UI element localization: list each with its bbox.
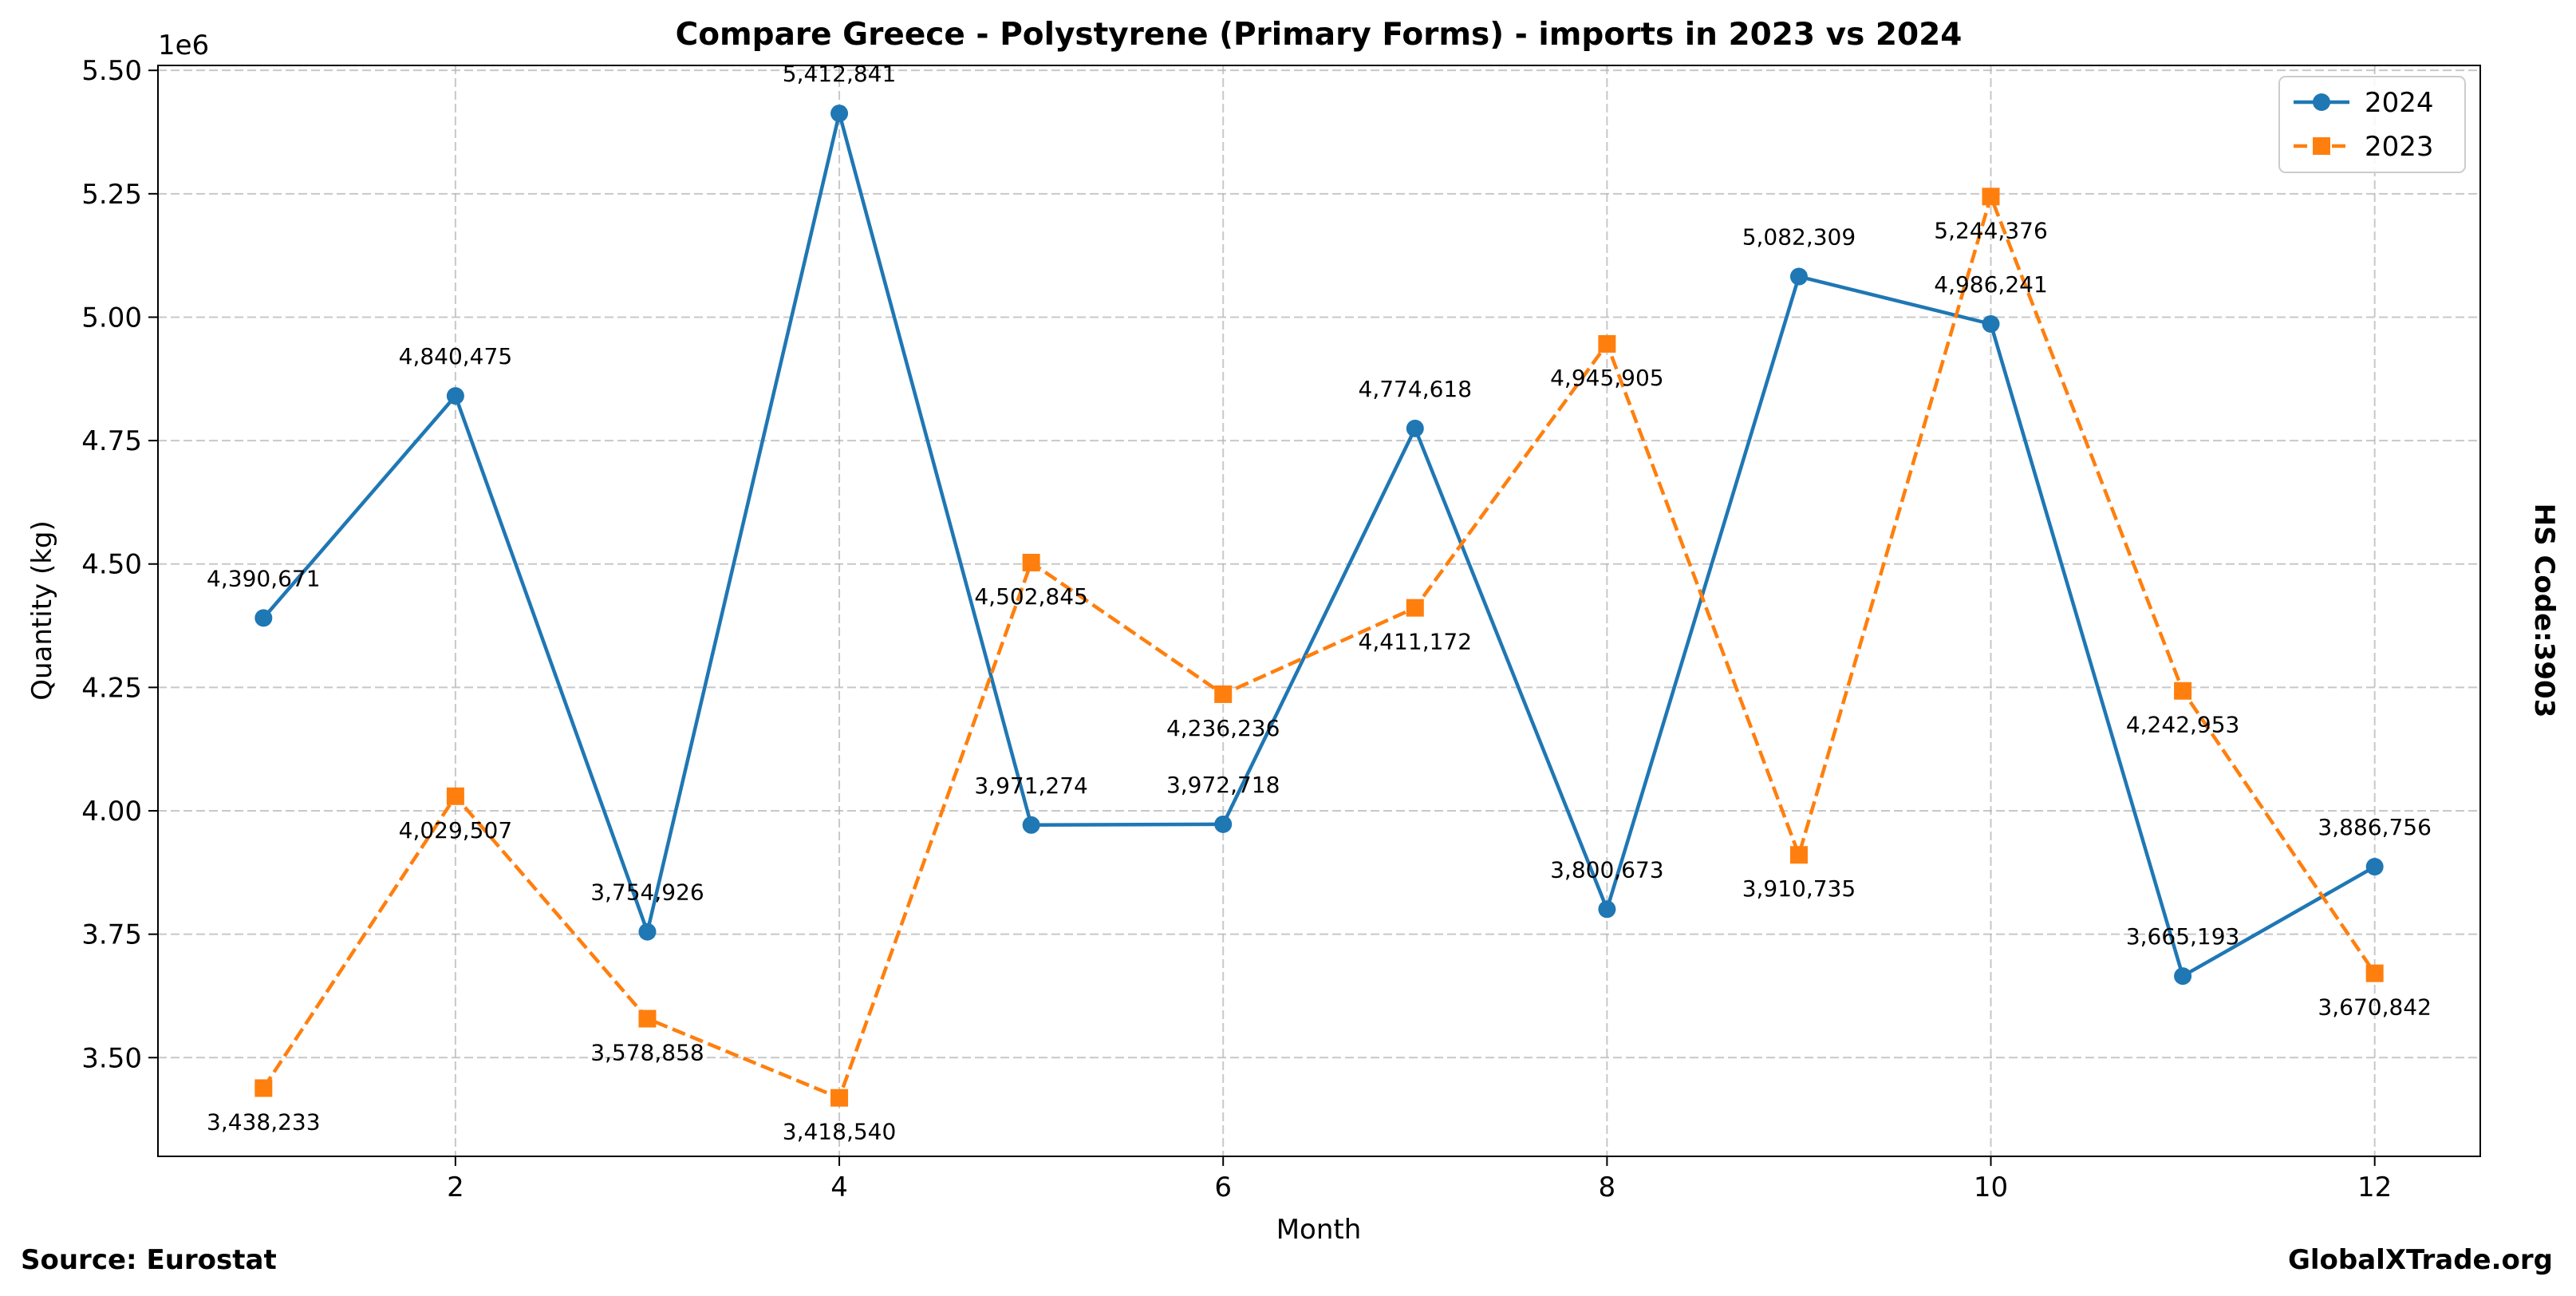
data-label-2023: 4,242,953 bbox=[2126, 712, 2240, 738]
legend: 2024 2023 bbox=[2278, 76, 2466, 173]
legend-marker-2024 bbox=[2313, 93, 2330, 111]
legend-label-2024: 2024 bbox=[2365, 87, 2434, 119]
point-2023 bbox=[1214, 685, 1233, 703]
point-2023 bbox=[2174, 682, 2192, 700]
series-line-2023 bbox=[262, 195, 2377, 1100]
legend-marker-2023 bbox=[2313, 137, 2330, 155]
x-tick-label: 12 bbox=[2357, 1172, 2392, 1203]
data-label-2023: 5,244,376 bbox=[1934, 217, 2048, 243]
data-label-2023: 4,502,845 bbox=[974, 583, 1088, 610]
point-2023 bbox=[1789, 846, 1808, 864]
y-tick-label: 3.75 bbox=[81, 919, 142, 951]
data-label-2024: 3,971,274 bbox=[974, 772, 1088, 799]
point-2023 bbox=[1406, 599, 1424, 617]
data-label-2024: 4,986,241 bbox=[1934, 271, 2048, 298]
point-2023 bbox=[2365, 964, 2384, 982]
data-label-2023: 4,029,507 bbox=[399, 817, 513, 844]
point-2023 bbox=[446, 787, 464, 805]
data-label-2024: 3,972,718 bbox=[1166, 772, 1280, 798]
y-tick-label: 4.00 bbox=[81, 796, 142, 828]
data-label-2024: 3,754,926 bbox=[590, 879, 704, 906]
point-2024 bbox=[254, 609, 273, 627]
point-2024 bbox=[1406, 419, 1424, 437]
point-2024 bbox=[638, 923, 657, 941]
y-tick-label: 5.50 bbox=[81, 55, 142, 87]
source-label: Source: Eurostat bbox=[21, 1244, 277, 1276]
data-label-2023: 4,411,172 bbox=[1359, 629, 1473, 655]
point-2023 bbox=[1598, 334, 1616, 353]
point-2024 bbox=[446, 387, 464, 405]
data-label-2024: 4,390,671 bbox=[207, 565, 321, 591]
point-2023 bbox=[1022, 553, 1040, 571]
point-2024 bbox=[1789, 267, 1808, 286]
y-tick-label: 4.25 bbox=[81, 672, 142, 704]
point-2024 bbox=[830, 105, 849, 123]
point-2024 bbox=[1214, 815, 1233, 833]
series-line-2024 bbox=[262, 111, 2376, 978]
x-tick-label: 2 bbox=[447, 1172, 464, 1203]
point-2024 bbox=[1022, 816, 1040, 834]
brand-label: GlobalXTrade.org bbox=[2288, 1244, 2553, 1276]
legend-label-2023: 2023 bbox=[2365, 131, 2434, 163]
point-2024 bbox=[2365, 858, 2384, 876]
data-label-2024: 3,665,193 bbox=[2126, 923, 2240, 950]
x-axis-label: Month bbox=[1276, 1214, 1362, 1246]
point-2024 bbox=[2174, 967, 2192, 986]
data-label-2024: 4,774,618 bbox=[1359, 376, 1473, 402]
y-tick-label: 4.50 bbox=[81, 549, 142, 581]
point-2023 bbox=[254, 1079, 273, 1097]
data-labels: 4,390,6714,840,4753,754,9265,412,8413,97… bbox=[207, 61, 2432, 1145]
grid bbox=[158, 65, 2480, 1156]
point-2023 bbox=[830, 1089, 849, 1107]
point-2024 bbox=[1982, 314, 2000, 333]
y-tick-label: 4.75 bbox=[81, 425, 142, 457]
data-label-2023: 3,670,842 bbox=[2318, 994, 2432, 1021]
point-2024 bbox=[1598, 900, 1616, 919]
x-tick-label: 6 bbox=[1214, 1172, 1232, 1203]
chart-title: Compare Greece - Polystyrene (Primary Fo… bbox=[676, 17, 1963, 53]
data-label-2023: 4,945,905 bbox=[1550, 365, 1664, 391]
data-label-2024: 4,840,475 bbox=[399, 343, 513, 369]
data-label-2024: 5,082,309 bbox=[1742, 224, 1856, 251]
point-2023 bbox=[638, 1010, 657, 1028]
y-offset-label: 1e6 bbox=[158, 30, 209, 61]
data-label-2023: 3,438,233 bbox=[207, 1108, 321, 1135]
hs-code-label: HS Code:3903 bbox=[2528, 504, 2560, 718]
x-ticks: 2 4 6 8 10 12 bbox=[447, 1156, 2392, 1203]
series-lines bbox=[262, 111, 2377, 1100]
data-label-2024: 3,886,756 bbox=[2318, 814, 2432, 840]
x-tick-label: 10 bbox=[1974, 1172, 2008, 1203]
point-2023 bbox=[1982, 188, 2000, 206]
plot-frame bbox=[157, 65, 2481, 1157]
x-tick-label: 8 bbox=[1599, 1172, 1616, 1203]
y-tick-label: 3.50 bbox=[81, 1042, 142, 1074]
data-label-2024: 3,800,673 bbox=[1550, 856, 1664, 883]
y-axis-label: Quantity (kg) bbox=[26, 520, 58, 701]
y-tick-label: 5.00 bbox=[81, 302, 142, 334]
y-ticks: 3.50 3.75 4.00 4.25 4.50 4.75 5.00 5.25 5.50 bbox=[81, 55, 158, 1074]
data-label-2023: 3,418,540 bbox=[783, 1119, 897, 1145]
markers bbox=[254, 105, 2384, 1107]
y-tick-label: 5.25 bbox=[81, 179, 142, 211]
data-label-2023: 3,910,735 bbox=[1742, 875, 1856, 902]
data-label-2023: 4,236,236 bbox=[1166, 715, 1280, 741]
x-tick-label: 4 bbox=[830, 1172, 848, 1203]
data-label-2023: 3,578,858 bbox=[590, 1040, 704, 1066]
